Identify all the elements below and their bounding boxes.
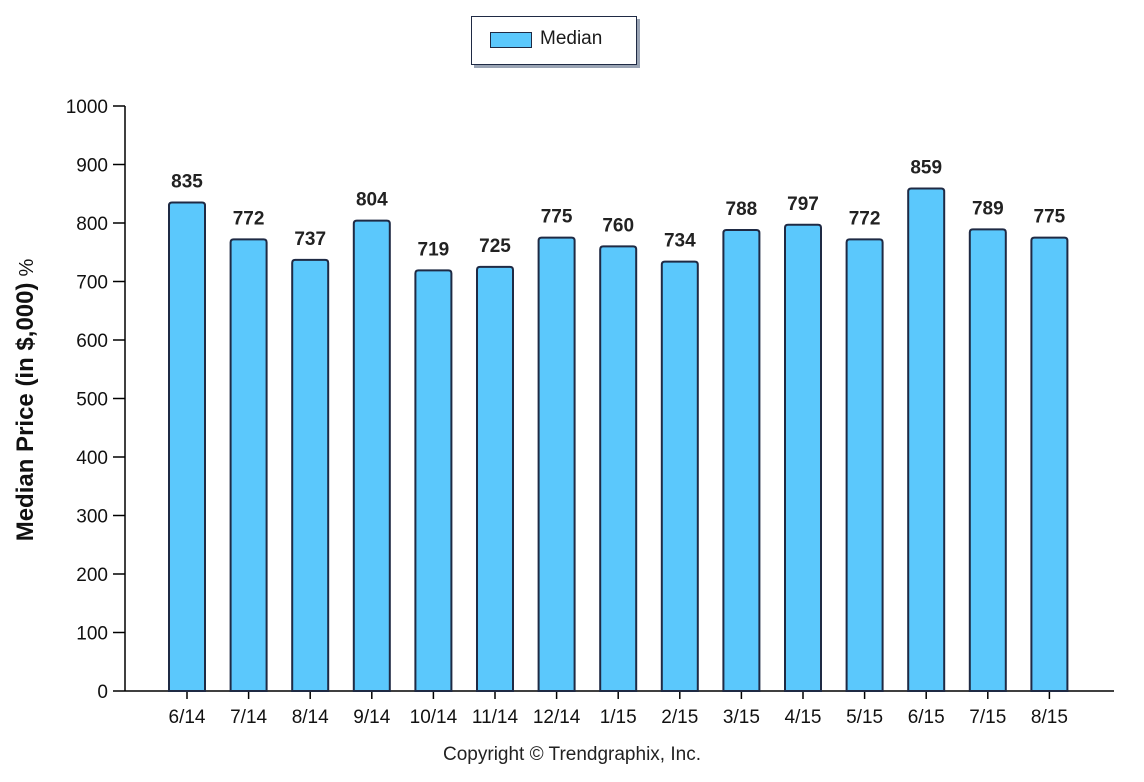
data-label: 804 xyxy=(356,190,388,211)
data-labels: 835 772 737 804 719 725 775 760 734 788 797 772 859 7… xyxy=(171,157,1066,260)
bar xyxy=(1030,236,1069,692)
y-tick-label: 200 xyxy=(76,565,108,586)
legend-label-median: Median xyxy=(540,28,603,49)
data-label: 772 xyxy=(233,208,265,229)
x-tick-label: 3/15 xyxy=(723,707,760,728)
y-tick-label: 800 xyxy=(76,214,108,235)
y-tick-label: 500 xyxy=(76,390,108,411)
bar xyxy=(229,238,268,692)
bar xyxy=(722,229,761,692)
bar xyxy=(660,260,699,692)
y-axis-title-suffix: % xyxy=(16,259,38,277)
bar xyxy=(599,245,638,692)
x-tick-label: 8/15 xyxy=(1031,707,1068,728)
x-tick-label: 1/15 xyxy=(600,707,637,728)
bar xyxy=(907,187,946,692)
axes: 0 100 200 300 400 500 600 700 800 900 1000 6/14 7/14… xyxy=(66,97,1114,728)
x-tick-label: 7/14 xyxy=(230,707,267,728)
x-tick-label: 7/15 xyxy=(969,707,1006,728)
bar xyxy=(784,223,822,692)
x-tick-label: 2/15 xyxy=(661,707,698,728)
x-tick-label: 5/15 xyxy=(846,707,883,728)
y-tick-label: 600 xyxy=(76,331,108,352)
x-tick-label: 10/14 xyxy=(410,707,458,728)
bar xyxy=(968,228,1007,692)
data-label: 775 xyxy=(541,207,573,228)
y-tick-label: 400 xyxy=(76,448,108,469)
legend-swatch-median xyxy=(490,32,532,48)
bar xyxy=(291,258,330,692)
data-label: 737 xyxy=(294,229,326,250)
bar xyxy=(414,269,453,692)
x-tick-label: 6/14 xyxy=(169,707,206,728)
x-tick-label: 6/15 xyxy=(908,707,945,728)
copyright-text: Copyright © Trendgraphix, Inc. xyxy=(443,744,701,765)
bar xyxy=(352,219,391,692)
data-label: 797 xyxy=(787,194,819,215)
x-tick-label: 9/14 xyxy=(353,707,390,728)
bar xyxy=(537,236,576,692)
legend: Median xyxy=(471,16,637,65)
data-label: 788 xyxy=(726,199,758,220)
x-tick-label: 12/14 xyxy=(533,707,581,728)
bars xyxy=(168,187,1069,692)
y-tick-label: 300 xyxy=(76,507,108,528)
y-axis-title: Median Price (in $,000)% xyxy=(12,259,39,542)
x-tick-label: 11/14 xyxy=(472,707,519,728)
bar xyxy=(476,265,514,692)
x-tick-label: 8/14 xyxy=(292,707,329,728)
x-tick-label: 4/15 xyxy=(785,707,822,728)
data-label: 859 xyxy=(910,157,942,178)
data-label: 760 xyxy=(602,215,634,236)
data-label: 775 xyxy=(1034,207,1066,228)
data-label: 725 xyxy=(479,236,511,257)
data-label: 719 xyxy=(418,239,450,260)
data-label: 734 xyxy=(664,231,696,252)
y-tick-label: 900 xyxy=(76,156,108,177)
bar xyxy=(168,201,206,692)
y-axis-label: Median Price (in $,000)% xyxy=(12,259,39,542)
data-label: 772 xyxy=(849,208,881,229)
data-label: 835 xyxy=(171,172,203,193)
y-tick-label: 1000 xyxy=(66,97,108,118)
bar xyxy=(845,238,884,692)
y-tick-label: 700 xyxy=(76,273,108,294)
y-axis-title-text: Median Price (in $,000) xyxy=(12,283,39,542)
y-tick-label: 100 xyxy=(76,624,108,645)
y-tick-label: 0 xyxy=(97,682,108,703)
data-label: 789 xyxy=(972,198,1004,219)
